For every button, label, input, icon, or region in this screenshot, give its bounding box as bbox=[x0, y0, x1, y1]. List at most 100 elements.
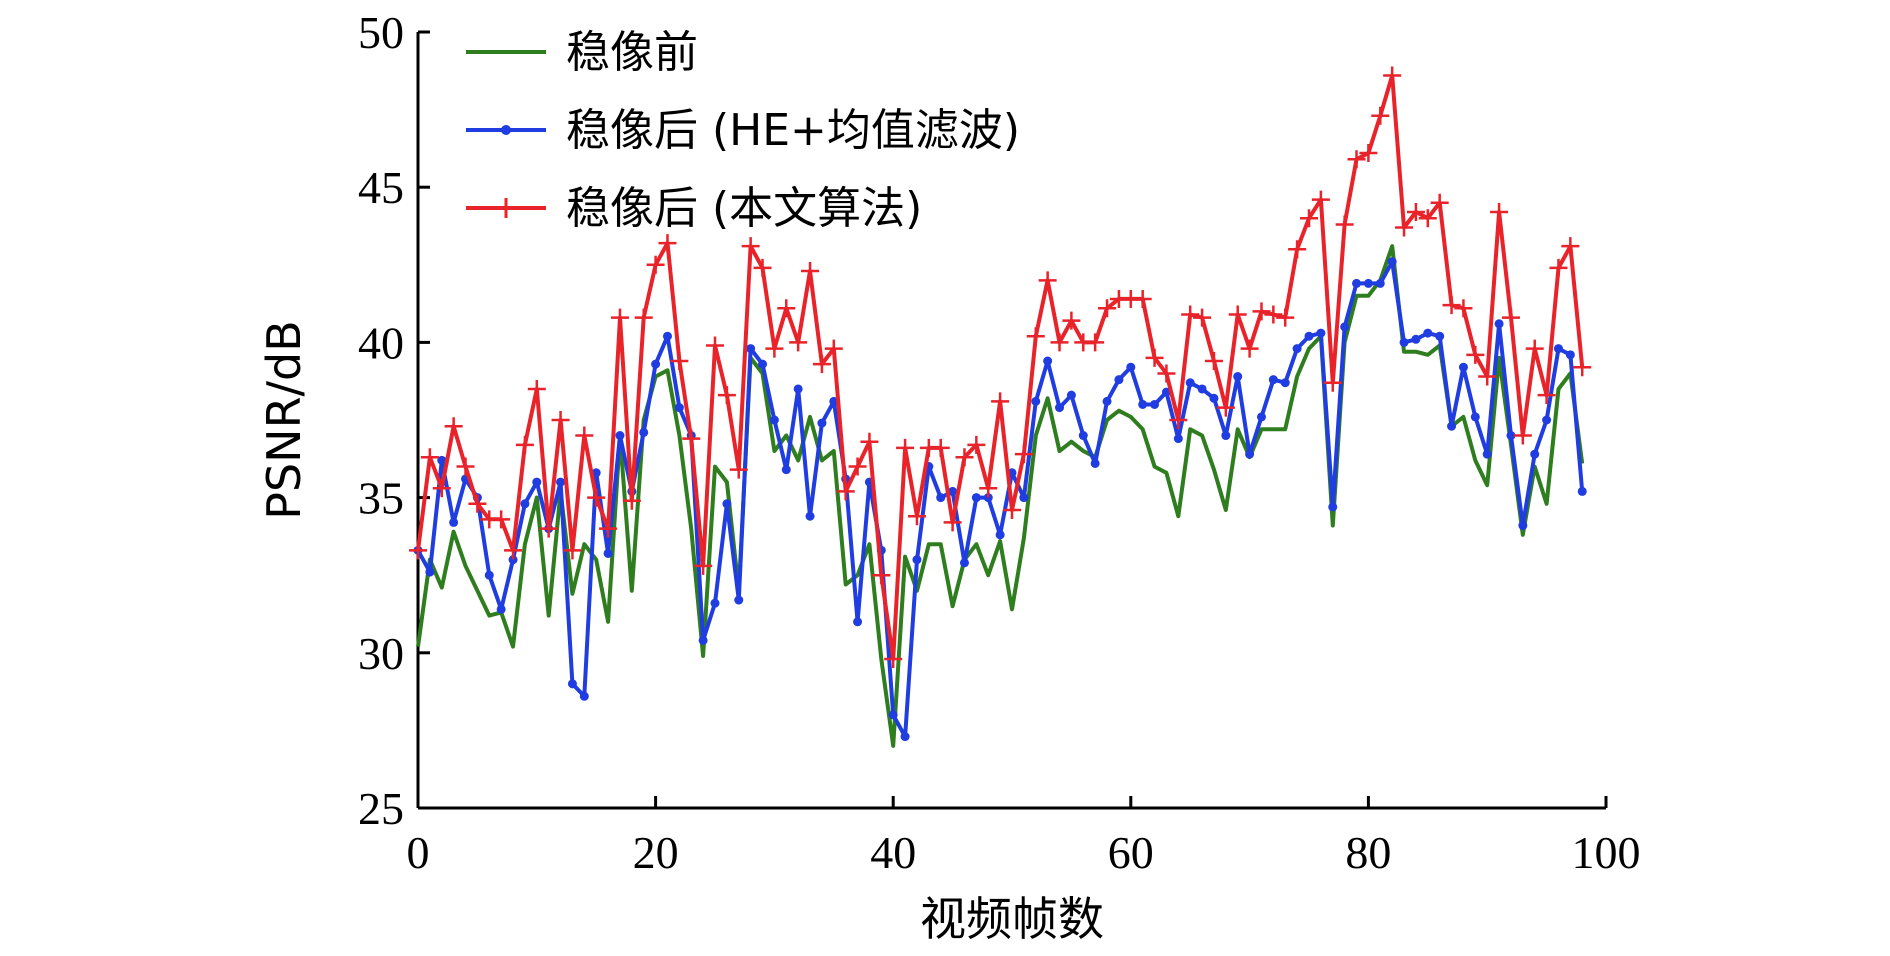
data-point bbox=[1221, 431, 1231, 441]
data-point bbox=[717, 386, 736, 405]
data-point bbox=[1316, 328, 1326, 338]
data-point bbox=[492, 510, 511, 529]
data-point bbox=[551, 411, 570, 429]
data-point bbox=[1098, 299, 1117, 318]
data-point bbox=[444, 417, 463, 436]
series-2 bbox=[409, 66, 1592, 669]
y-tick-label: 40 bbox=[358, 317, 404, 368]
data-point bbox=[1311, 190, 1330, 209]
data-point bbox=[1280, 378, 1290, 388]
data-point bbox=[912, 555, 922, 565]
data-point bbox=[567, 679, 577, 689]
data-point bbox=[967, 435, 986, 454]
data-point bbox=[432, 479, 451, 498]
data-point bbox=[1328, 502, 1338, 512]
data-point bbox=[860, 432, 879, 451]
data-point bbox=[1197, 384, 1207, 394]
data-point bbox=[1209, 393, 1219, 403]
data-point bbox=[777, 299, 796, 318]
data-point bbox=[1447, 421, 1457, 431]
data-point bbox=[746, 344, 756, 354]
data-point bbox=[896, 438, 915, 457]
data-point bbox=[1482, 449, 1492, 459]
data-point bbox=[1066, 390, 1076, 400]
data-point bbox=[1245, 449, 1255, 459]
data-point bbox=[1573, 358, 1592, 377]
y-tick-label: 35 bbox=[358, 473, 404, 524]
data-point bbox=[1418, 209, 1437, 228]
data-point bbox=[694, 556, 713, 575]
data-point bbox=[824, 339, 843, 358]
data-point bbox=[1423, 328, 1433, 338]
legend-label: 稳像后 (本文算法) bbox=[566, 183, 922, 234]
data-point bbox=[971, 493, 981, 503]
data-point bbox=[706, 336, 724, 355]
y-axis-title: PSNR/dB bbox=[257, 320, 311, 520]
data-point bbox=[943, 513, 962, 532]
data-point bbox=[781, 465, 791, 475]
y-tick-label: 30 bbox=[358, 628, 404, 679]
data-point bbox=[1411, 334, 1421, 344]
x-axis-title: 视频帧数 bbox=[920, 892, 1104, 946]
data-point bbox=[1513, 426, 1532, 445]
data-point bbox=[1228, 305, 1247, 324]
data-point bbox=[1240, 339, 1259, 358]
data-point bbox=[563, 541, 582, 560]
data-point bbox=[1157, 364, 1176, 383]
data-point bbox=[1466, 345, 1485, 364]
data-point bbox=[1406, 203, 1425, 222]
data-point bbox=[765, 339, 784, 358]
data-point bbox=[753, 258, 772, 277]
data-point bbox=[741, 237, 760, 256]
data-point bbox=[1078, 431, 1088, 441]
data-point bbox=[1038, 271, 1057, 290]
data-point bbox=[1525, 339, 1544, 358]
data-point bbox=[1288, 240, 1307, 259]
data-point bbox=[1014, 445, 1033, 464]
data-point bbox=[1050, 333, 1069, 352]
data-point bbox=[1256, 412, 1266, 422]
data-point bbox=[1561, 237, 1580, 256]
legend-marker bbox=[496, 198, 516, 218]
data-point bbox=[1501, 308, 1520, 327]
data-point bbox=[1193, 308, 1212, 327]
data-point bbox=[931, 438, 950, 457]
series-1 bbox=[413, 257, 1587, 742]
data-point bbox=[1347, 150, 1366, 169]
data-point bbox=[409, 541, 427, 560]
data-point bbox=[1565, 350, 1575, 360]
data-point bbox=[1304, 331, 1314, 341]
data-point bbox=[710, 598, 720, 608]
data-point bbox=[1150, 399, 1160, 409]
data-point bbox=[468, 494, 487, 513]
data-point bbox=[1090, 458, 1100, 468]
data-point bbox=[1490, 203, 1509, 222]
data-point bbox=[527, 379, 546, 398]
data-point bbox=[1470, 412, 1480, 422]
data-point bbox=[1553, 344, 1563, 354]
data-point bbox=[1577, 486, 1587, 496]
data-point bbox=[729, 460, 748, 479]
data-point bbox=[1216, 398, 1235, 417]
data-point bbox=[1181, 305, 1200, 324]
data-point bbox=[1292, 344, 1302, 354]
data-point bbox=[520, 499, 530, 509]
data-point bbox=[639, 427, 649, 437]
data-point bbox=[1003, 501, 1021, 520]
data-point bbox=[995, 530, 1005, 540]
data-point bbox=[884, 650, 903, 669]
y-tick-label: 25 bbox=[358, 783, 404, 834]
data-point bbox=[936, 493, 946, 503]
y-tick-label: 50 bbox=[358, 7, 404, 58]
legend-marker bbox=[501, 125, 511, 135]
data-point bbox=[991, 392, 1010, 411]
data-point bbox=[1494, 319, 1504, 329]
data-point bbox=[1375, 278, 1385, 288]
series-group bbox=[409, 66, 1592, 748]
data-point bbox=[615, 431, 625, 441]
data-point bbox=[769, 415, 779, 425]
data-point bbox=[983, 493, 993, 503]
data-point bbox=[1387, 257, 1397, 267]
